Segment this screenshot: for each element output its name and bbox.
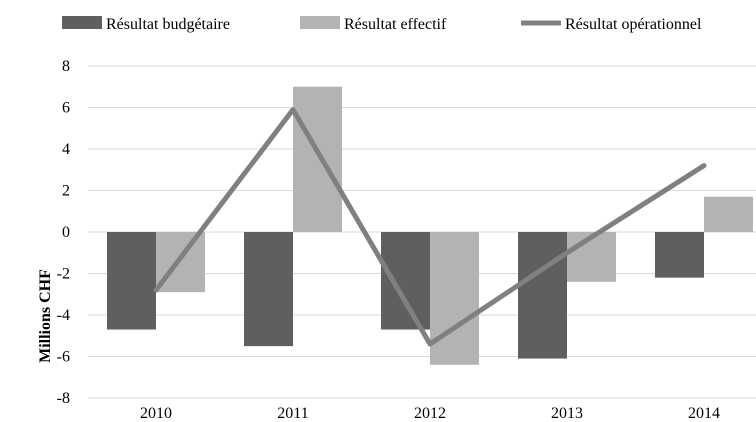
y-axis-label: Millions CHF (37, 269, 54, 363)
bar-effectif-2012 (430, 232, 479, 365)
x-tick-label: 2011 (277, 405, 308, 422)
bar-effectif-2014 (704, 196, 753, 232)
x-tick-labels: 2010 2011 2012 2013 2014 (140, 405, 720, 422)
bar-budgetaire-2013 (518, 232, 567, 359)
y-tick-labels: 8 6 4 2 0 -2 -4 -6 -8 (57, 58, 70, 407)
y-tick-label: 4 (62, 141, 70, 158)
x-tick-label: 2012 (414, 405, 446, 422)
series-lines (153, 107, 707, 347)
y-tick-label: 0 (62, 224, 70, 241)
bar-budgetaire-2010 (107, 232, 156, 330)
bar-budgetaire-2012 (381, 232, 430, 330)
line-operationnel (153, 107, 707, 347)
bar-budgetaire-2011 (244, 232, 293, 347)
y-tick-label: -8 (57, 390, 70, 407)
y-tick-label: 6 (62, 100, 70, 117)
y-tick-label: -6 (57, 349, 70, 366)
legend-budgetaire-swatch (62, 16, 102, 29)
bars (107, 86, 753, 365)
x-tick-label: 2010 (140, 405, 172, 422)
bar-budgetaire-2014 (655, 232, 704, 278)
bar-effectif-2011 (293, 86, 342, 232)
legend: Résultat budgétaire Résultat effectif Résu… (62, 16, 702, 33)
y-tick-label: 2 (62, 183, 70, 200)
x-tick-label: 2013 (551, 405, 583, 422)
legend-effectif-swatch (300, 16, 340, 29)
legend-effectif-label: Résultat effectif (344, 16, 447, 33)
y-tick-label: 8 (62, 58, 70, 75)
legend-budgetaire-label: Résultat budgétaire (106, 16, 230, 33)
y-tick-label: -2 (57, 266, 70, 283)
x-tick-label: 2014 (688, 405, 720, 422)
legend-operationnel-label: Résultat opérationnel (565, 16, 702, 33)
y-tick-label: -4 (57, 307, 70, 324)
bar-effectif-2013 (567, 232, 616, 282)
